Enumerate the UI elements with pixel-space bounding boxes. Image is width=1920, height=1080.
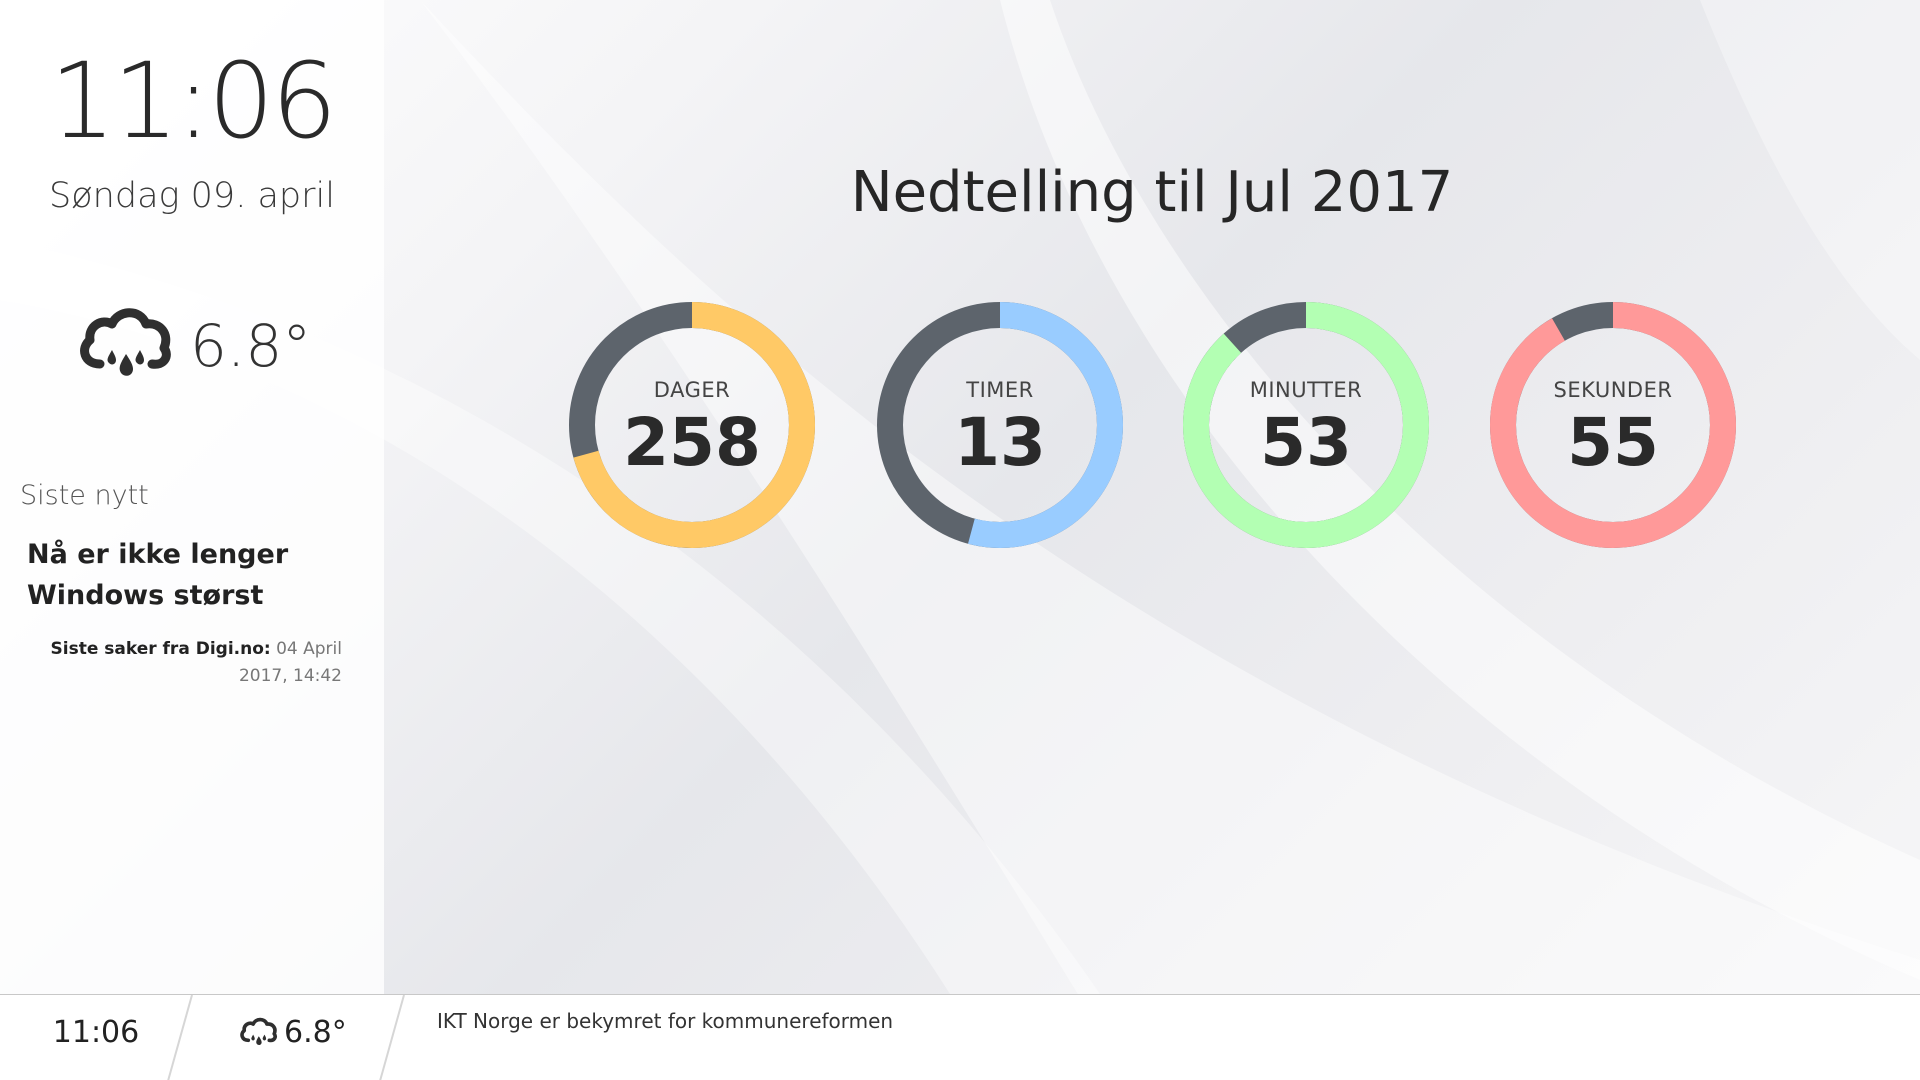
dial-ring bbox=[569, 302, 815, 548]
divider bbox=[167, 995, 193, 1080]
bottom-clock: 11:06 bbox=[52, 1015, 140, 1050]
bottom-temperature: 6.8° bbox=[284, 1015, 347, 1050]
temperature: 6.8° bbox=[190, 312, 312, 380]
news-source-label: Siste saker fra Digi.no: bbox=[50, 639, 271, 659]
news-source: Siste saker fra Digi.no: 04 April 2017, … bbox=[30, 636, 343, 690]
date: Søndag 09. april bbox=[49, 176, 335, 216]
dial-label: MINUTTER bbox=[1249, 378, 1363, 402]
sidebar: 11:06 Søndag 09. april 6.8° Siste nytt N… bbox=[0, 0, 384, 994]
dial-label: DAGER bbox=[653, 378, 731, 402]
dial-progress bbox=[877, 302, 1123, 548]
divider bbox=[379, 995, 405, 1080]
dial-ring bbox=[1183, 302, 1429, 548]
dial-progress bbox=[1490, 302, 1736, 548]
dial-progress bbox=[569, 302, 815, 548]
bottom-bar: 11:06 6.8° IKT Norge er bekymret for kom… bbox=[0, 994, 1920, 1080]
bottom-weather: 6.8° bbox=[238, 1015, 347, 1050]
dial-label: TIMER bbox=[966, 378, 1034, 402]
countdown-dial-days: DAGER 258 bbox=[569, 302, 815, 548]
news-ticker[interactable]: IKT Norge er bekymret for kommunereforme… bbox=[437, 1009, 894, 1033]
dial-progress bbox=[1183, 302, 1429, 548]
dial-ring bbox=[877, 302, 1123, 548]
dial-ring bbox=[1490, 302, 1736, 548]
countdown-dial-minutes: MINUTTER 53 bbox=[1183, 302, 1429, 548]
dial-value: 258 bbox=[623, 404, 761, 481]
news-timestamp: 04 April 2017, 14:42 bbox=[238, 639, 342, 686]
cloud-rain-icon bbox=[240, 1017, 277, 1045]
dial-value: 13 bbox=[954, 404, 1046, 481]
cloud-rain-icon bbox=[80, 308, 171, 376]
news-heading: Siste nytt bbox=[20, 480, 149, 511]
clock: 11:06 bbox=[49, 40, 338, 162]
news-headline[interactable]: Nå er ikke lenger Windows størst bbox=[27, 539, 289, 611]
countdown-title: Nedtelling til Jul 2017 bbox=[850, 160, 1454, 225]
dial-value: 53 bbox=[1260, 404, 1352, 481]
dial-value: 55 bbox=[1567, 404, 1659, 481]
countdown-dial-seconds: SEKUNDER 55 bbox=[1490, 302, 1736, 548]
countdown-dial-hours: TIMER 13 bbox=[877, 302, 1123, 548]
weather-widget: 6.8° bbox=[76, 304, 311, 388]
dial-label: SEKUNDER bbox=[1553, 378, 1673, 402]
